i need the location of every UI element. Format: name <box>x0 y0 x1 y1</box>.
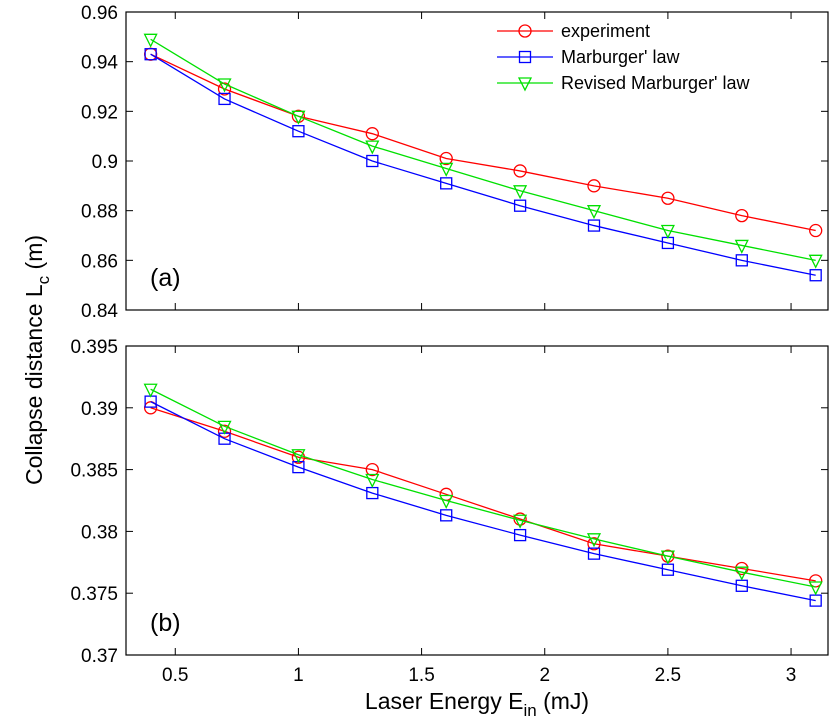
data-point <box>587 179 601 193</box>
y-tick-label: 0.39 <box>81 399 118 420</box>
data-point <box>439 162 454 177</box>
x-tick-label: 2 <box>539 665 550 686</box>
legend-item: Marburger' law <box>497 47 680 67</box>
y-tick-label: 0.94 <box>81 53 118 74</box>
data-point <box>735 208 749 223</box>
legend-item: Revised Marburger' law <box>497 73 751 93</box>
x-tick-label: 0.5 <box>162 665 188 686</box>
data-point <box>587 219 601 232</box>
panel-a: 0.84 0.86 0.88 0.9 0.92 0.94 0.96 (a) experiment… <box>81 3 829 322</box>
data-point <box>513 164 527 178</box>
y-axis-label: Collapse distance Lc (m) <box>21 235 53 485</box>
series-line <box>150 38 816 261</box>
y-tick-label: 0.37 <box>81 646 118 667</box>
data-point <box>439 151 453 166</box>
data-point <box>292 125 305 138</box>
series-square <box>144 395 822 607</box>
series-circle <box>143 47 823 238</box>
x-tick-label: 1 <box>293 665 304 686</box>
data-point <box>366 154 379 168</box>
panel-b: 0.37 0.375 0.38 0.385 0.39 0.395 0.5 1 1.5 2 2.5 3 (… <box>70 337 829 686</box>
series-line <box>150 407 816 582</box>
legend-label: Revised Marburger' law <box>561 73 751 93</box>
series-line <box>150 53 816 276</box>
series-triangle-down <box>143 33 823 269</box>
y-tick-label: 0.96 <box>81 3 118 24</box>
data-point <box>734 566 749 581</box>
data-point <box>587 547 601 560</box>
x-tick-label: 3 <box>786 665 797 686</box>
data-point <box>513 528 527 542</box>
data-point <box>217 78 232 93</box>
series-line <box>150 388 816 588</box>
data-point <box>586 533 602 548</box>
series-triangle-down <box>143 383 823 596</box>
y-tick-label: 0.9 <box>92 152 118 173</box>
y-tick-label: 0.385 <box>70 461 118 482</box>
y-tick-label: 0.375 <box>70 584 118 605</box>
data-point <box>440 177 453 190</box>
data-point <box>513 199 527 212</box>
series-line <box>150 401 816 602</box>
data-point <box>513 514 528 529</box>
series-line <box>150 53 816 232</box>
y-tick-label: 0.84 <box>81 301 118 322</box>
data-point <box>734 239 749 254</box>
data-point <box>291 449 306 464</box>
legend-marker <box>518 50 532 64</box>
data-point <box>513 185 528 200</box>
y-tick-label: 0.92 <box>81 102 118 123</box>
data-point <box>217 424 232 438</box>
data-point <box>365 127 379 141</box>
x-axis-label: Laser Energy Ein (mJ) <box>365 688 589 720</box>
data-point <box>365 462 379 477</box>
y-tick-label: 0.38 <box>81 522 118 543</box>
data-point <box>143 33 158 48</box>
data-point <box>440 509 453 522</box>
y-tick-label: 0.88 <box>81 202 118 223</box>
data-point <box>218 92 231 106</box>
data-point <box>291 110 306 125</box>
data-point <box>809 269 822 282</box>
legend-item: experiment <box>497 21 650 41</box>
x-tick-label: 2.5 <box>655 665 681 686</box>
data-point <box>439 494 454 509</box>
plot-frame <box>125 345 829 656</box>
y-tick-label: 0.395 <box>70 337 118 358</box>
data-point <box>809 223 823 238</box>
legend-label: Marburger' law <box>561 47 680 67</box>
data-point <box>808 254 823 269</box>
data-point <box>217 82 232 96</box>
x-tick-label: 1.5 <box>408 665 434 686</box>
panel-label: (b) <box>150 609 181 637</box>
plot-frame <box>125 11 829 311</box>
data-point <box>144 48 157 61</box>
data-point <box>660 550 675 565</box>
y-tick-label: 0.86 <box>81 251 118 272</box>
data-point <box>365 473 380 488</box>
data-point <box>660 224 675 239</box>
data-point <box>143 383 158 398</box>
data-point <box>735 254 748 267</box>
legend: experiment Marburger' law Revised Marburge… <box>497 21 751 93</box>
data-point <box>587 537 601 551</box>
data-point <box>586 205 602 220</box>
plot-panels: 0.84 0.86 0.88 0.9 0.92 0.94 0.96 (a) experiment… <box>70 3 829 686</box>
panel-label: (a) <box>150 264 181 292</box>
data-point <box>808 581 823 596</box>
data-point <box>365 140 380 155</box>
series-square <box>144 48 822 282</box>
legend-label: experiment <box>561 21 650 41</box>
data-point <box>661 191 675 205</box>
data-point <box>217 420 232 435</box>
legend-marker <box>517 77 533 92</box>
legend-marker <box>518 24 532 38</box>
